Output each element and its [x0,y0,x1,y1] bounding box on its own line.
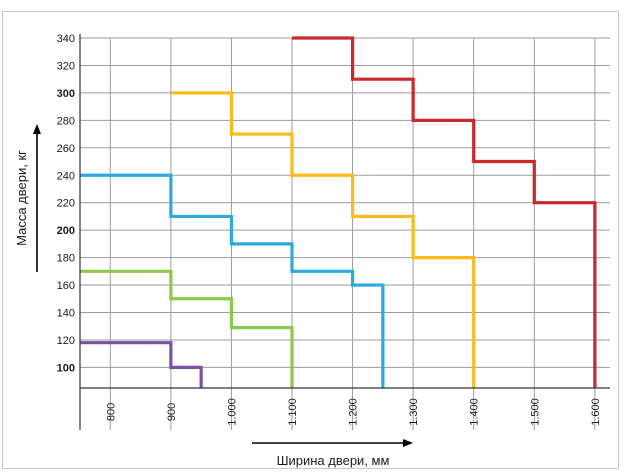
x-tick-label: 1.000 [226,398,238,426]
x-tick-label: 1.200 [348,398,360,426]
series-line-2 [80,269,294,388]
y-tick-label: 100 [57,362,75,374]
y-tick-labels: 100 120 140 160 180 200 220 240 260 280 300 320 340 [57,33,75,374]
y-axis-title-group: Масса двери, кг [14,124,41,272]
x-tick-label: 1.100 [287,398,299,426]
y-tick-label: 120 [57,335,75,347]
series-line-4 [170,91,476,388]
y-tick-label: 260 [57,143,75,155]
x-tick-label: 1.600 [590,398,602,426]
chart-frame [2,11,619,469]
series-line-1 [80,341,203,388]
series-layer [80,36,597,388]
x-tick-label: 1.400 [469,398,481,426]
y-tick-label: 240 [57,170,75,182]
y-tick-label: 140 [57,308,75,320]
series-line-3 [80,173,385,388]
y-axis-title: Масса двери, кг [14,150,29,246]
y-tick-label: 160 [57,280,75,292]
axes [79,34,610,430]
y-tick-label: 300 [57,88,75,100]
x-tick-label: 1.500 [529,398,541,426]
x-axis-arrow-head [403,439,413,447]
x-tick-labels: 800 900 1.000 1.100 1.200 1.300 1.400 1.500 1.60… [105,398,602,426]
x-axis-title-group: Ширина двери, мм [252,439,413,468]
y-axis-arrow-head [33,124,41,134]
y-tick-label: 320 [57,60,75,72]
grid [80,37,610,430]
y-tick-label: 200 [57,225,75,237]
x-tick-label: 1.300 [408,398,420,426]
x-axis-title: Ширина двери, мм [277,453,390,468]
y-tick-label: 340 [57,33,75,45]
x-tick-label: 900 [166,403,178,421]
series-line-5 [292,36,597,388]
x-tick-label: 800 [105,403,117,421]
y-tick-label: 180 [57,253,75,265]
y-tick-label: 220 [57,198,75,210]
y-tick-label: 280 [57,115,75,127]
